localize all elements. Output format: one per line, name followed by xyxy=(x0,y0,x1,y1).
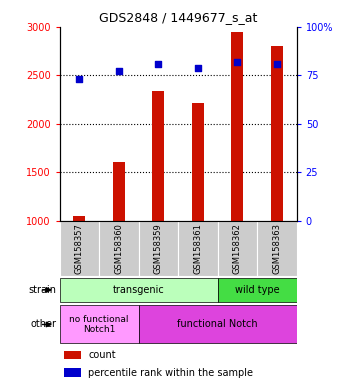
Point xyxy=(156,61,161,67)
Bar xyxy=(113,162,125,221)
Point xyxy=(235,59,240,65)
Text: percentile rank within the sample: percentile rank within the sample xyxy=(88,367,253,377)
Point xyxy=(274,61,280,67)
Bar xyxy=(60,221,99,276)
Text: no functional
Notch1: no functional Notch1 xyxy=(70,315,129,334)
Bar xyxy=(232,32,243,221)
Bar xyxy=(74,216,85,221)
Text: GSM158362: GSM158362 xyxy=(233,223,242,274)
Bar xyxy=(152,91,164,221)
Bar xyxy=(60,306,139,343)
Text: other: other xyxy=(30,319,56,329)
Text: GSM158363: GSM158363 xyxy=(272,223,281,274)
Title: GDS2848 / 1449677_s_at: GDS2848 / 1449677_s_at xyxy=(99,11,257,24)
Text: functional Notch: functional Notch xyxy=(177,319,258,329)
Point xyxy=(195,65,201,71)
Bar xyxy=(99,221,139,276)
Bar xyxy=(139,221,178,276)
Text: GSM158361: GSM158361 xyxy=(193,223,203,274)
Text: strain: strain xyxy=(28,285,56,295)
Bar xyxy=(218,221,257,276)
Text: GSM158360: GSM158360 xyxy=(115,223,123,274)
Bar xyxy=(60,278,218,302)
Bar xyxy=(192,103,204,221)
Bar xyxy=(257,221,297,276)
Bar xyxy=(178,221,218,276)
Text: wild type: wild type xyxy=(235,285,280,295)
Text: transgenic: transgenic xyxy=(113,285,165,295)
Point xyxy=(116,68,122,74)
Bar xyxy=(271,46,283,221)
Point xyxy=(77,76,82,82)
Text: count: count xyxy=(88,350,116,360)
Bar xyxy=(139,306,297,343)
Bar xyxy=(64,368,81,377)
Bar xyxy=(218,278,297,302)
Bar xyxy=(64,351,81,359)
Text: GSM158359: GSM158359 xyxy=(154,223,163,274)
Text: GSM158357: GSM158357 xyxy=(75,223,84,274)
